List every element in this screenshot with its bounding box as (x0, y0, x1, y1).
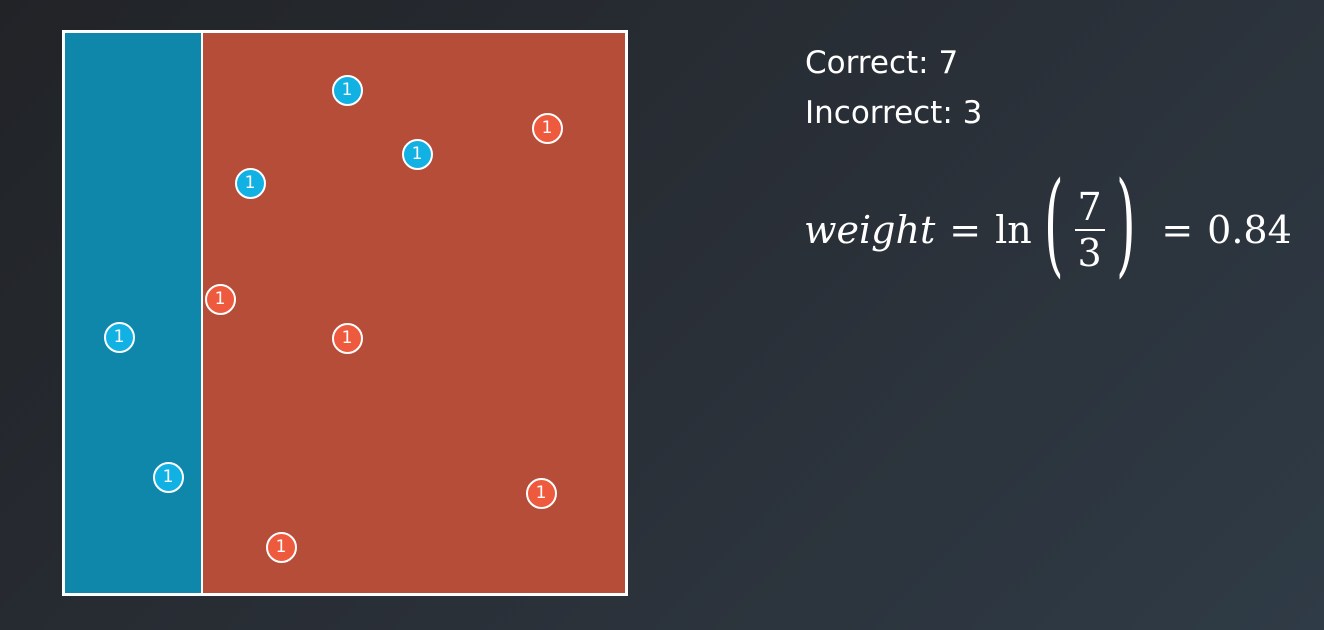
left-paren: ( (1043, 159, 1064, 289)
weight-formula: weight = ln ( 7 3 ) = 0.84 (804, 168, 1292, 292)
data-point: 1 (234, 167, 266, 199)
incorrect-count: Incorrect: 3 (805, 95, 983, 131)
formula-equals: = (949, 208, 982, 252)
formula-lhs: weight (804, 208, 936, 252)
blue-region (65, 33, 201, 593)
red-region (201, 33, 625, 593)
fraction: 7 3 (1071, 185, 1107, 275)
data-point: 1 (103, 321, 135, 353)
data-point: 1 (331, 322, 363, 354)
fraction-bar (1074, 229, 1105, 231)
data-point: 1 (204, 283, 236, 315)
data-point: 1 (401, 138, 433, 170)
data-point: 1 (531, 112, 563, 144)
data-point: 1 (152, 461, 184, 493)
classifier-plot: 1 1 1 1 1 1 1 1 1 1 (62, 30, 628, 596)
decision-boundary (201, 33, 203, 593)
classification-stats: Correct: 7 Incorrect: 3 (805, 42, 982, 142)
formula-result: 0.84 (1207, 208, 1292, 252)
fraction-numerator: 7 (1077, 185, 1102, 229)
formula-equals-2: = (1161, 208, 1194, 252)
formula-fn: ln (995, 208, 1032, 252)
fraction-denominator: 3 (1077, 231, 1102, 275)
data-point: 1 (525, 477, 557, 509)
data-point: 1 (265, 531, 297, 563)
correct-count: Correct: 7 (805, 45, 959, 81)
data-point: 1 (331, 74, 363, 106)
right-paren: ) (1115, 159, 1136, 289)
